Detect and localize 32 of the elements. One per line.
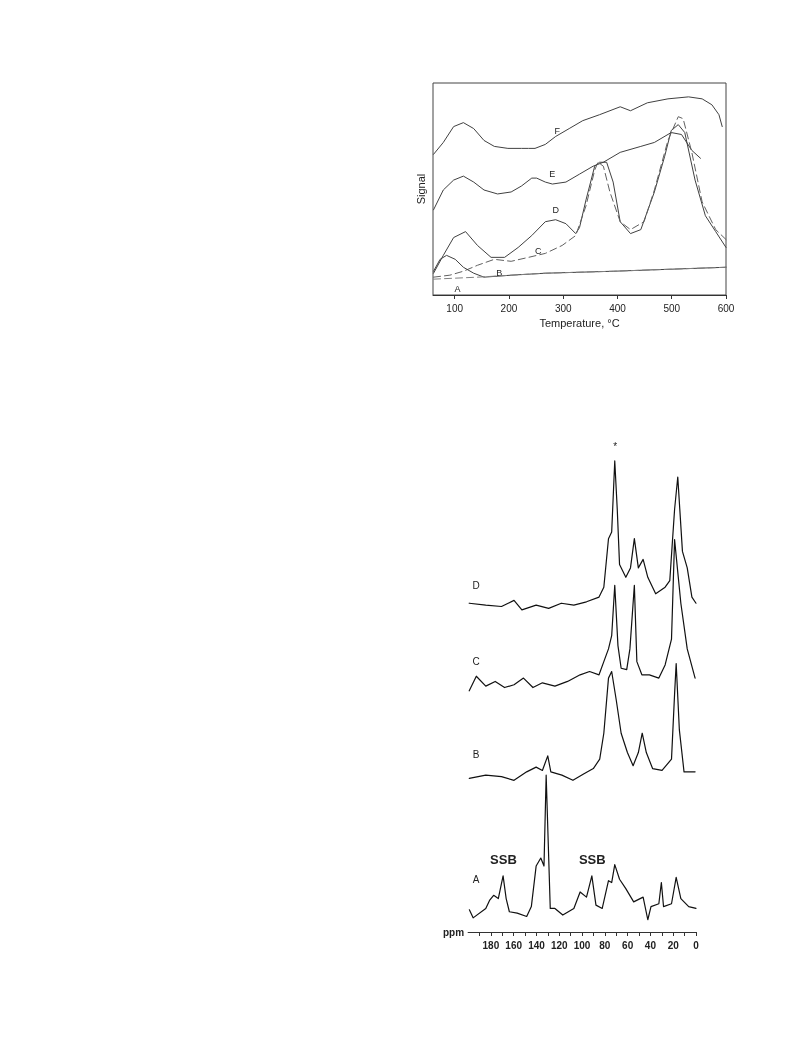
series-label: B	[472, 748, 480, 760]
x-tick-label: 180	[482, 939, 500, 951]
x-tick-label: 60	[622, 939, 634, 951]
x-tick-label: 300	[554, 302, 572, 314]
x-tick-label: 80	[599, 939, 611, 951]
x-tick-label: 200	[500, 302, 518, 314]
x-axis-title: Temperature, °C	[539, 317, 620, 330]
series-label: F	[554, 125, 561, 136]
text: *	[613, 441, 618, 453]
series-label: A	[472, 873, 480, 885]
series-label: B	[496, 268, 503, 279]
series-label: E	[549, 169, 556, 180]
series-label: D	[552, 204, 560, 215]
x-axis-title: ppm	[443, 926, 465, 938]
y-axis-title: Signal	[415, 173, 427, 205]
x-tick-label: 500	[663, 302, 681, 314]
x-tick-label: 40	[644, 939, 657, 951]
annotation: SSB	[578, 851, 606, 867]
x-tick-label: 0	[693, 939, 700, 951]
x-tick-label: 120	[550, 939, 569, 951]
x-tick-label: 100	[446, 302, 464, 314]
x-tick-label: 600	[717, 302, 735, 314]
series-label: A	[454, 284, 461, 295]
series-label: C	[535, 246, 543, 257]
series-label: C	[472, 656, 480, 668]
x-tick-label: 400	[609, 302, 627, 314]
series-label: D	[472, 579, 480, 591]
x-tick-label: 140	[528, 939, 546, 951]
x-tick-label: 160	[505, 939, 523, 951]
annotation: SSB	[490, 851, 517, 867]
x-tick-label: 100	[573, 939, 591, 951]
x-tick-label: 20	[667, 939, 680, 951]
